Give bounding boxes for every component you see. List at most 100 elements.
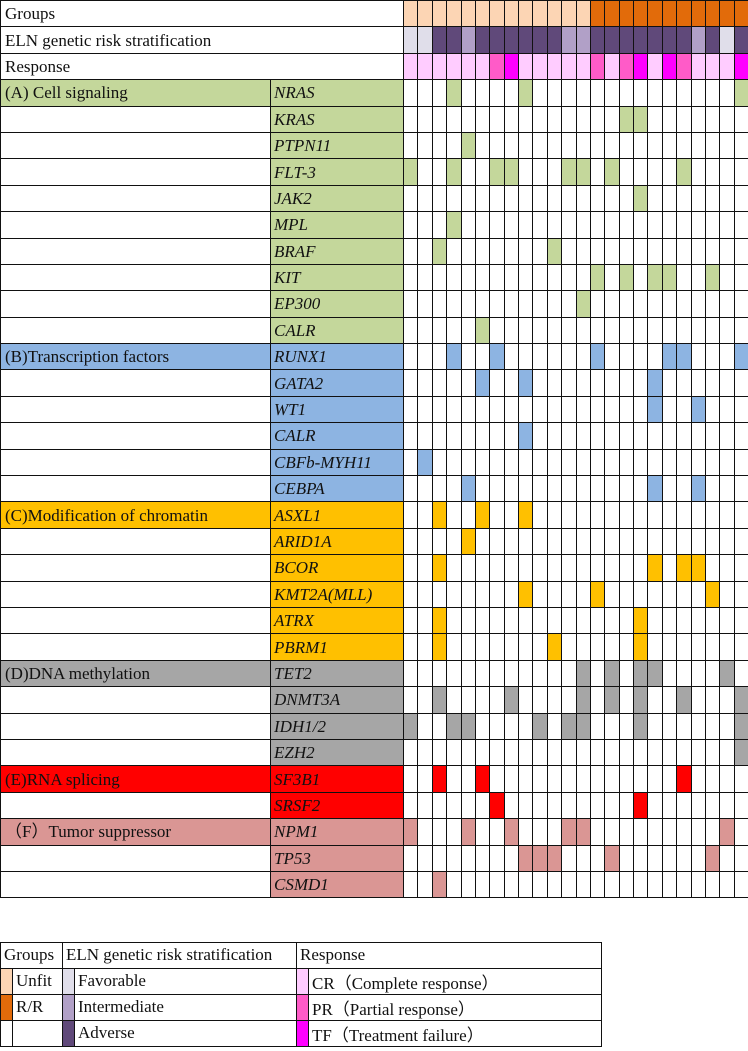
gene-row: ATRX bbox=[0, 606, 748, 635]
mutation-cell bbox=[661, 501, 678, 529]
mutation-cell bbox=[604, 369, 620, 397]
mutation-cell-mutated bbox=[546, 844, 563, 872]
mutation-cell bbox=[417, 870, 433, 899]
mutation-cell bbox=[589, 448, 606, 477]
mutation-cell bbox=[589, 422, 606, 450]
gene-row: (C)Modification of chromatin ASXL1 bbox=[0, 501, 748, 529]
sample-groups-cell bbox=[575, 0, 591, 28]
mutation-cell bbox=[561, 343, 577, 371]
mutation-cell bbox=[489, 818, 505, 846]
mutation-cell bbox=[503, 211, 520, 239]
mutation-cell bbox=[517, 606, 534, 635]
mutation-cell bbox=[431, 184, 448, 213]
mutation-cell bbox=[589, 211, 606, 239]
mutation-cell bbox=[446, 316, 462, 345]
mutation-cell bbox=[690, 791, 706, 820]
mutation-cell bbox=[503, 712, 520, 740]
mutation-cell bbox=[632, 158, 649, 186]
mutation-cell bbox=[575, 738, 591, 767]
mutation-cell bbox=[676, 606, 692, 635]
mutation-cell-mutated bbox=[618, 263, 635, 292]
mutation-cell bbox=[690, 263, 706, 292]
mutation-cell bbox=[546, 475, 563, 503]
mutation-cell bbox=[632, 738, 649, 767]
mutation-cell-mutated bbox=[532, 712, 548, 740]
mutation-cell bbox=[618, 527, 635, 556]
mutation-cell-mutated bbox=[460, 131, 476, 160]
mutation-cell bbox=[733, 633, 748, 661]
mutation-cell-mutated bbox=[460, 527, 476, 556]
mutation-cell bbox=[719, 844, 735, 872]
mutation-cell bbox=[575, 527, 591, 556]
mutation-cell-mutated bbox=[517, 422, 534, 450]
mutation-cell bbox=[474, 844, 491, 872]
mutation-cell bbox=[618, 712, 635, 740]
mutation-cell bbox=[719, 369, 735, 397]
gene-name: CSMD1 bbox=[270, 870, 404, 899]
mutation-cell bbox=[561, 105, 577, 133]
mutation-cell bbox=[733, 765, 748, 793]
header-row-response-label: Response bbox=[0, 52, 404, 81]
mutation-cell-mutated bbox=[402, 158, 419, 186]
mutation-cell bbox=[431, 395, 448, 424]
mutation-cell bbox=[460, 184, 476, 213]
mutation-cell bbox=[575, 211, 591, 239]
sample-eln-cell bbox=[589, 26, 606, 54]
mutation-cell bbox=[431, 448, 448, 477]
mutation-cell bbox=[503, 554, 520, 582]
mutation-cell bbox=[460, 791, 476, 820]
mutation-cell bbox=[604, 448, 620, 477]
mutation-cell bbox=[446, 659, 462, 688]
mutation-cell bbox=[561, 422, 577, 450]
mutation-cell bbox=[546, 818, 563, 846]
mutation-cell bbox=[632, 765, 649, 793]
mutation-cell bbox=[446, 290, 462, 318]
gene-name: RUNX1 bbox=[270, 343, 404, 371]
mutation-cell bbox=[733, 395, 748, 424]
legend-eln-title: ELN genetic risk stratification bbox=[61, 942, 298, 969]
gene-name: EZH2 bbox=[270, 738, 404, 767]
mutation-cell bbox=[474, 105, 491, 133]
mutation-cell bbox=[719, 237, 735, 265]
mutation-cell bbox=[489, 765, 505, 793]
mutation-cell bbox=[589, 158, 606, 186]
mutation-cell bbox=[517, 791, 534, 820]
mutation-cell bbox=[632, 237, 649, 265]
sample-eln-cell bbox=[561, 26, 577, 54]
mutation-cell bbox=[632, 527, 649, 556]
mutation-cell bbox=[460, 606, 476, 635]
sample-response-cell bbox=[575, 52, 591, 81]
mutation-cell bbox=[431, 527, 448, 556]
mutation-cell bbox=[474, 738, 491, 767]
gene-row: CEBPA bbox=[0, 475, 748, 503]
mutation-cell bbox=[474, 395, 491, 424]
section-label-empty bbox=[0, 527, 271, 556]
mutation-cell bbox=[661, 818, 678, 846]
mutation-cell bbox=[719, 501, 735, 529]
mutation-cell bbox=[690, 712, 706, 740]
sample-response-cell bbox=[704, 52, 721, 81]
mutation-cell bbox=[589, 131, 606, 160]
mutation-cell bbox=[733, 580, 748, 608]
mutation-cell bbox=[546, 791, 563, 820]
sample-eln-cell bbox=[676, 26, 692, 54]
mutation-cell bbox=[661, 422, 678, 450]
mutation-cell bbox=[647, 316, 663, 345]
mutation-cell bbox=[546, 686, 563, 714]
mutation-cell-mutated bbox=[446, 79, 462, 107]
mutation-cell bbox=[431, 818, 448, 846]
sample-eln-cell bbox=[546, 26, 563, 54]
mutation-cell bbox=[704, 211, 721, 239]
legend-label-pr: PR（Partial response） bbox=[308, 993, 603, 1021]
mutation-cell-mutated bbox=[474, 765, 491, 793]
section-label-empty bbox=[0, 369, 271, 397]
mutation-cell bbox=[402, 765, 419, 793]
mutation-cell-mutated bbox=[431, 554, 448, 582]
section-label-empty bbox=[0, 263, 271, 292]
mutation-cell bbox=[604, 79, 620, 107]
mutation-cell bbox=[417, 659, 433, 688]
sample-groups-cell bbox=[618, 0, 635, 28]
section-label-empty bbox=[0, 316, 271, 345]
mutation-cell bbox=[690, 316, 706, 345]
mutation-cell bbox=[604, 606, 620, 635]
